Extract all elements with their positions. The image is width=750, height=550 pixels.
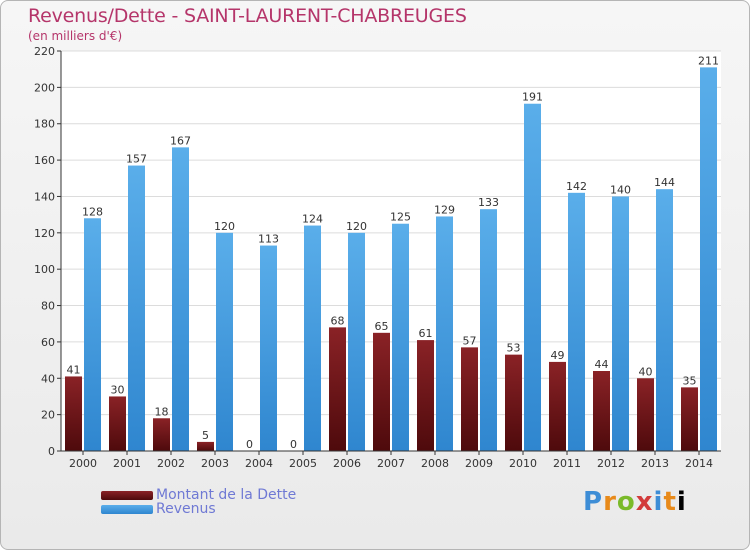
data-label-revenue: 124 xyxy=(302,213,323,226)
x-tick-label: 2003 xyxy=(201,457,229,470)
x-tick-label: 2004 xyxy=(245,457,273,470)
plot-background xyxy=(61,51,721,451)
x-tick-label: 2001 xyxy=(113,457,141,470)
bar-revenue xyxy=(216,232,233,451)
bar-revenue xyxy=(392,223,409,451)
bar-debt xyxy=(461,347,478,451)
data-label-debt: 57 xyxy=(463,334,477,347)
x-tick-label: 2011 xyxy=(553,457,581,470)
x-tick-label: 2006 xyxy=(333,457,361,470)
y-tick-label: 200 xyxy=(34,81,55,94)
x-tick-label: 2005 xyxy=(289,457,317,470)
data-label-revenue: 191 xyxy=(522,91,543,104)
legend-swatch-revenue xyxy=(101,505,153,514)
x-tick-label: 2009 xyxy=(465,457,493,470)
bar-revenue xyxy=(524,103,541,452)
x-tick-label: 2010 xyxy=(509,457,537,470)
data-label-debt: 44 xyxy=(595,358,609,371)
data-label-revenue: 211 xyxy=(698,54,719,67)
bar-debt xyxy=(197,441,214,451)
y-tick-label: 180 xyxy=(34,118,55,131)
data-label-debt: 49 xyxy=(551,349,565,362)
x-tick-label: 2014 xyxy=(685,457,713,470)
y-tick-label: 80 xyxy=(41,300,55,313)
bar-revenue xyxy=(172,147,189,451)
data-label-revenue: 133 xyxy=(478,196,499,209)
bar-revenue xyxy=(700,67,717,451)
bar-debt xyxy=(593,371,610,451)
legend-label-revenue: Revenus xyxy=(156,501,216,517)
data-label-revenue: 129 xyxy=(434,203,455,216)
bar-revenue xyxy=(568,192,585,451)
data-label-debt: 53 xyxy=(507,342,521,355)
data-label-debt: 0 xyxy=(246,438,253,451)
y-tick-label: 100 xyxy=(34,263,55,276)
bar-revenue xyxy=(436,216,453,451)
data-label-revenue: 144 xyxy=(654,176,675,189)
data-label-debt: 0 xyxy=(290,438,297,451)
data-label-revenue: 167 xyxy=(170,134,191,147)
data-label-debt: 40 xyxy=(639,365,653,378)
x-tick-label: 2002 xyxy=(157,457,185,470)
data-label-debt: 18 xyxy=(155,405,169,418)
data-label-debt: 35 xyxy=(683,374,697,387)
x-tick-label: 2000 xyxy=(69,457,97,470)
data-label-debt: 41 xyxy=(67,363,81,376)
x-tick-label: 2008 xyxy=(421,457,449,470)
y-tick-label: 120 xyxy=(34,227,55,240)
bar-debt xyxy=(109,396,126,451)
bar-revenue xyxy=(260,245,277,451)
bar-debt xyxy=(329,327,346,451)
data-label-revenue: 140 xyxy=(610,183,631,196)
data-label-revenue: 113 xyxy=(258,233,279,246)
data-label-revenue: 120 xyxy=(214,220,235,233)
y-tick-label: 220 xyxy=(34,45,55,58)
bar-debt xyxy=(65,376,82,451)
y-tick-label: 0 xyxy=(48,445,55,458)
x-tick-label: 2013 xyxy=(641,457,669,470)
bar-debt xyxy=(549,361,566,451)
bar-revenue xyxy=(612,196,629,451)
data-label-revenue: 157 xyxy=(126,153,147,166)
y-tick-label: 160 xyxy=(34,154,55,167)
y-tick-label: 140 xyxy=(34,190,55,203)
chart-title: Revenus/Dette - SAINT-LAURENT-CHABREUGES xyxy=(28,5,467,27)
x-tick-label: 2007 xyxy=(377,457,405,470)
bar-revenue xyxy=(656,189,673,451)
proxiti-logo: Proxiti xyxy=(583,487,687,517)
bar-debt xyxy=(505,354,522,451)
bar-revenue xyxy=(84,218,101,451)
bar-revenue xyxy=(304,225,321,451)
data-label-debt: 61 xyxy=(419,327,433,340)
x-tick-label: 2012 xyxy=(597,457,625,470)
data-label-debt: 65 xyxy=(375,320,389,333)
data-label-debt: 5 xyxy=(202,429,209,442)
bar-debt xyxy=(417,340,434,451)
legend-label-debt: Montant de la Dette xyxy=(156,487,297,503)
bar-debt xyxy=(637,378,654,451)
y-tick-label: 40 xyxy=(41,372,55,385)
data-label-revenue: 120 xyxy=(346,220,367,233)
data-label-revenue: 128 xyxy=(82,205,103,218)
bar-revenue xyxy=(480,209,497,451)
data-label-revenue: 142 xyxy=(566,180,587,193)
data-label-debt: 68 xyxy=(331,314,345,327)
y-tick-label: 20 xyxy=(41,409,55,422)
bar-debt xyxy=(153,418,170,451)
data-label-revenue: 125 xyxy=(390,211,411,224)
bar-revenue xyxy=(128,165,145,451)
bar-debt xyxy=(373,332,390,451)
legend-swatch-debt xyxy=(101,491,153,500)
y-tick-label: 60 xyxy=(41,336,55,349)
chart-subtitle: (en milliers d'€) xyxy=(28,29,123,43)
bar-revenue xyxy=(348,232,365,451)
bar-debt xyxy=(681,387,698,451)
data-label-debt: 30 xyxy=(111,383,125,396)
